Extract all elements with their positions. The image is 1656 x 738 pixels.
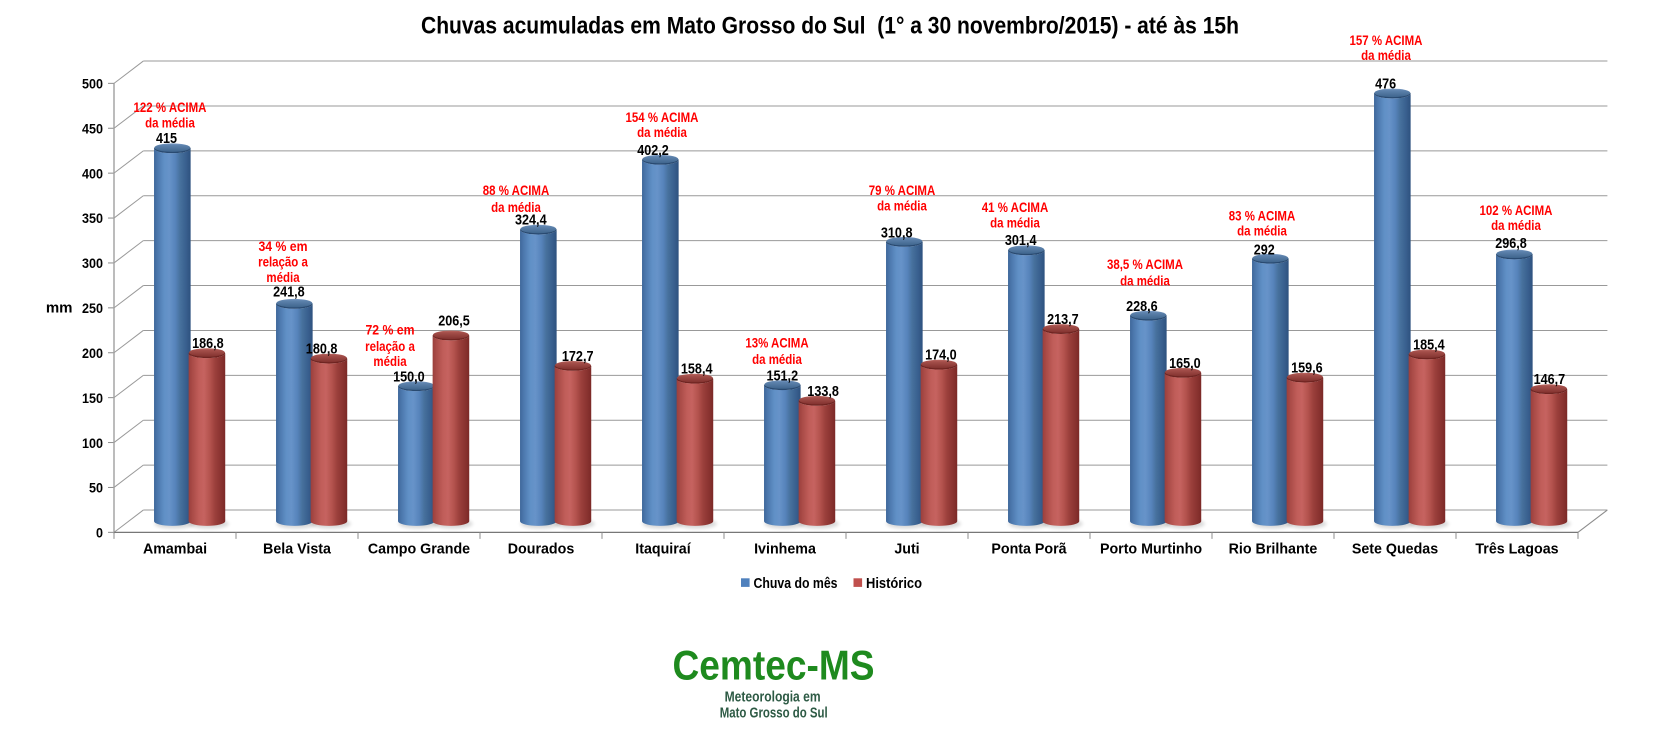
- svg-text:83 % ACIMA: 83 % ACIMA: [1229, 208, 1296, 223]
- svg-text:50: 50: [89, 480, 103, 496]
- svg-text:158,4: 158,4: [681, 362, 713, 378]
- svg-text:122 % ACIMA: 122 % ACIMA: [134, 100, 207, 115]
- svg-text:da média: da média: [637, 125, 687, 140]
- svg-text:Chuvas acumuladas em Mato Gros: Chuvas acumuladas em Mato Grosso do Sul …: [421, 13, 1239, 40]
- svg-text:159,6: 159,6: [1291, 361, 1323, 377]
- svg-text:da média: da média: [1491, 218, 1541, 233]
- svg-text:172,7: 172,7: [562, 349, 594, 365]
- svg-text:151,2: 151,2: [767, 369, 799, 385]
- svg-text:324,4: 324,4: [515, 213, 547, 229]
- svg-text:Amambai: Amambai: [143, 541, 207, 558]
- svg-text:301,4: 301,4: [1005, 233, 1037, 249]
- svg-text:Ivinhema: Ivinhema: [754, 541, 816, 558]
- svg-text:213,7: 213,7: [1047, 312, 1079, 328]
- svg-text:da média: da média: [877, 199, 927, 214]
- svg-text:146,7: 146,7: [1534, 372, 1566, 388]
- svg-text:300: 300: [82, 255, 103, 271]
- svg-text:350: 350: [82, 210, 103, 226]
- svg-text:média: média: [373, 354, 407, 369]
- svg-text:Porto Murtinho: Porto Murtinho: [1100, 541, 1202, 558]
- svg-text:Bela Vista: Bela Vista: [263, 541, 332, 558]
- svg-text:da média: da média: [145, 116, 195, 131]
- svg-text:157 % ACIMA: 157 % ACIMA: [1350, 33, 1423, 48]
- svg-text:292: 292: [1254, 242, 1275, 258]
- svg-text:da média: da média: [990, 215, 1040, 230]
- svg-text:241,8: 241,8: [273, 285, 305, 301]
- svg-text:0: 0: [96, 525, 103, 541]
- svg-text:da média: da média: [1120, 273, 1170, 288]
- svg-text:da média: da média: [491, 200, 541, 215]
- svg-text:relação a: relação a: [365, 339, 415, 354]
- svg-text:Meteorologia em: Meteorologia em: [725, 689, 821, 705]
- svg-text:41 % ACIMA: 41 % ACIMA: [982, 200, 1049, 215]
- svg-text:102 % ACIMA: 102 % ACIMA: [1480, 203, 1553, 218]
- svg-text:Ponta Porã: Ponta Porã: [991, 541, 1067, 558]
- svg-text:Rio Brilhante: Rio Brilhante: [1229, 541, 1318, 558]
- svg-text:415: 415: [156, 131, 177, 147]
- svg-text:174,0: 174,0: [925, 348, 957, 364]
- svg-text:88 % ACIMA: 88 % ACIMA: [483, 183, 550, 198]
- svg-text:402,2: 402,2: [637, 143, 669, 159]
- svg-text:relação a: relação a: [258, 255, 308, 270]
- svg-text:154 % ACIMA: 154 % ACIMA: [626, 110, 699, 125]
- svg-text:186,8: 186,8: [192, 336, 224, 352]
- svg-text:206,5: 206,5: [438, 314, 470, 330]
- svg-text:133,8: 133,8: [807, 384, 839, 400]
- svg-text:Campo Grande: Campo Grande: [368, 541, 470, 558]
- svg-text:200: 200: [82, 345, 103, 361]
- svg-text:150,0: 150,0: [393, 370, 425, 386]
- svg-text:296,8: 296,8: [1495, 236, 1527, 252]
- svg-text:da média: da média: [1361, 48, 1411, 63]
- svg-text:180,8: 180,8: [306, 342, 338, 358]
- svg-text:média: média: [266, 270, 300, 285]
- svg-text:Cemtec-MS: Cemtec-MS: [673, 642, 875, 689]
- svg-text:Mato Grosso do Sul: Mato Grosso do Sul: [720, 705, 828, 721]
- svg-text:500: 500: [82, 76, 103, 92]
- svg-text:Dourados: Dourados: [508, 541, 575, 558]
- svg-text:400: 400: [82, 165, 103, 181]
- svg-text:310,8: 310,8: [881, 226, 913, 242]
- svg-text:Juti: Juti: [894, 541, 919, 558]
- svg-text:100: 100: [82, 435, 103, 451]
- svg-text:Chuva do mês: Chuva do mês: [754, 576, 838, 592]
- svg-text:34 % em: 34 % em: [258, 239, 307, 254]
- svg-text:da média: da média: [752, 352, 802, 367]
- svg-text:165,0: 165,0: [1169, 356, 1201, 372]
- svg-text:72 % em: 72 % em: [365, 322, 414, 337]
- svg-text:450: 450: [82, 120, 103, 136]
- svg-text:228,6: 228,6: [1126, 299, 1158, 315]
- svg-text:38,5 % ACIMA: 38,5 % ACIMA: [1107, 257, 1183, 272]
- svg-text:13% ACIMA: 13% ACIMA: [745, 336, 809, 351]
- svg-text:185,4: 185,4: [1413, 338, 1445, 354]
- svg-text:mm: mm: [46, 299, 73, 316]
- svg-text:150: 150: [82, 390, 103, 406]
- svg-text:Histórico: Histórico: [866, 576, 922, 592]
- svg-text:da média: da média: [1237, 224, 1287, 239]
- svg-text:250: 250: [82, 300, 103, 316]
- svg-text:476: 476: [1375, 77, 1396, 93]
- svg-text:79 % ACIMA: 79 % ACIMA: [869, 183, 936, 198]
- svg-text:Sete Quedas: Sete Quedas: [1352, 541, 1438, 558]
- svg-text:Itaquiraí: Itaquiraí: [635, 541, 691, 558]
- svg-text:Três Lagoas: Três Lagoas: [1475, 541, 1558, 558]
